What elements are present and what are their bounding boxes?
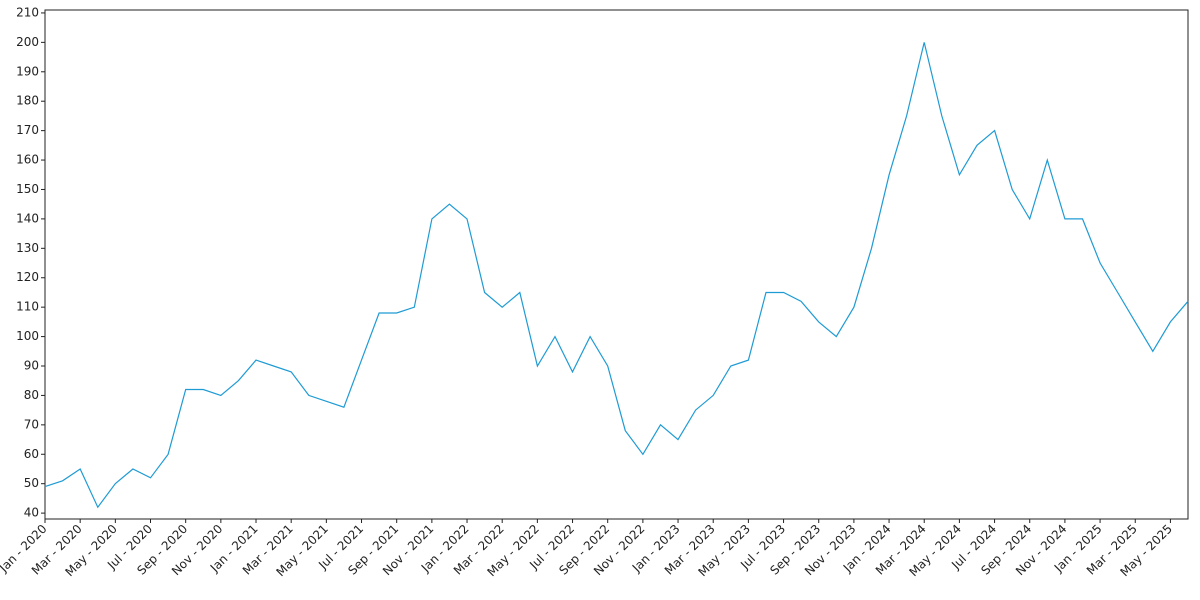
y-tick-label: 190	[16, 64, 39, 78]
price-line	[44, 42, 1189, 509]
y-tick-label: 140	[16, 211, 39, 225]
y-tick-label: 40	[24, 506, 39, 520]
y-tick-label: 110	[16, 300, 39, 314]
y-tick-label: 80	[24, 388, 39, 402]
y-tick-label: 160	[16, 153, 39, 167]
y-tick-label: 200	[16, 35, 39, 49]
y-tick-label: 210	[16, 5, 39, 19]
plot-frame	[44, 9, 1189, 520]
y-tick-label: 150	[16, 182, 39, 196]
y-tick-label: 50	[24, 476, 39, 490]
y-tick-label: 60	[24, 447, 39, 461]
y-tick-label: 130	[16, 241, 39, 255]
y-tick-label: 180	[16, 94, 39, 108]
y-tick-label: 100	[16, 329, 39, 343]
y-tick-label: 170	[16, 123, 39, 137]
y-tick-label: 70	[24, 417, 39, 431]
y-tick-label: 120	[16, 270, 39, 284]
y-tick-label: 90	[24, 359, 39, 373]
